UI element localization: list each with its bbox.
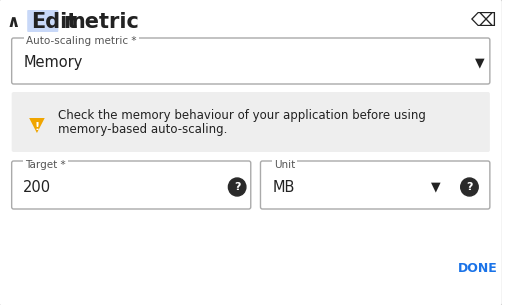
FancyBboxPatch shape (261, 161, 490, 209)
Text: ∧: ∧ (7, 13, 20, 31)
Text: metric: metric (63, 12, 139, 32)
Text: ▼: ▼ (431, 181, 440, 193)
Text: 200: 200 (23, 180, 52, 195)
Text: Target *: Target * (25, 160, 66, 170)
Polygon shape (29, 118, 45, 133)
FancyBboxPatch shape (0, 0, 503, 305)
Text: DONE: DONE (458, 261, 498, 274)
Text: ?: ? (234, 182, 240, 192)
Text: Edit: Edit (31, 12, 77, 32)
FancyBboxPatch shape (12, 161, 251, 209)
Text: ▼: ▼ (475, 56, 485, 70)
FancyBboxPatch shape (27, 10, 58, 32)
Text: Unit: Unit (274, 160, 295, 170)
Text: Memory: Memory (23, 56, 83, 70)
Text: ?: ? (466, 182, 473, 192)
Circle shape (229, 178, 246, 196)
FancyBboxPatch shape (12, 92, 490, 152)
FancyBboxPatch shape (12, 38, 490, 84)
Text: memory-based auto-scaling.: memory-based auto-scaling. (58, 124, 228, 137)
Text: !: ! (35, 122, 40, 132)
Text: Auto-scaling metric *: Auto-scaling metric * (26, 36, 137, 46)
Circle shape (461, 178, 478, 196)
Text: MB: MB (272, 180, 295, 195)
Text: Check the memory behaviour of your application before using: Check the memory behaviour of your appli… (58, 109, 426, 121)
Text: ⌫: ⌫ (470, 12, 496, 30)
